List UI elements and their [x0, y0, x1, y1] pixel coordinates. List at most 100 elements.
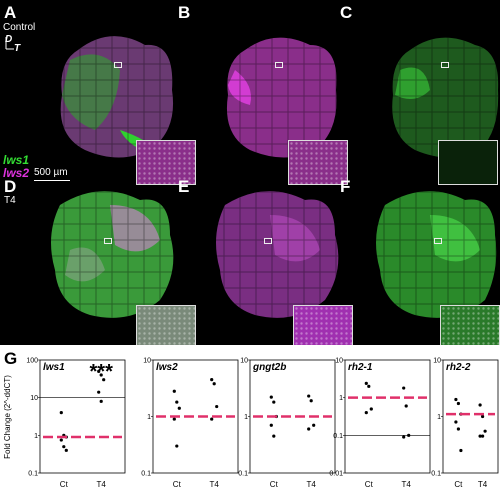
- inset-d: [136, 305, 196, 350]
- x-tick-label-ct: Ct: [270, 480, 279, 489]
- panel-letter-a: A: [4, 3, 17, 22]
- data-point: [456, 427, 460, 431]
- plot-frame-lws1: [39, 359, 126, 474]
- data-point: [210, 377, 214, 382]
- data-point: [64, 448, 68, 452]
- data-point: [175, 400, 179, 404]
- y-tick-label: 100: [26, 358, 38, 365]
- data-point: [59, 411, 63, 415]
- plot-title-rh2-2: rh2-2: [446, 362, 471, 373]
- inset-f: [440, 305, 500, 350]
- significance-marker: ***: [90, 361, 114, 383]
- y-tick-label: 0.1: [333, 433, 343, 440]
- plot-frame-rh2-2: [442, 359, 499, 474]
- data-point: [212, 382, 216, 386]
- data-point: [272, 434, 276, 438]
- scale-bar: [34, 180, 70, 181]
- x-tick-label-t4: T4: [478, 480, 488, 489]
- retina-images: [51, 36, 499, 318]
- data-point: [456, 401, 460, 406]
- data-point: [364, 411, 368, 415]
- retina-a: [60, 36, 174, 158]
- panel-letter-f: F: [340, 177, 351, 196]
- data-point: [312, 423, 316, 427]
- panel-letter-e: E: [178, 177, 190, 196]
- y-tick-label: 0.1: [28, 471, 38, 478]
- data-point: [483, 429, 487, 433]
- inset-a: [136, 140, 196, 185]
- y-tick-label: 1: [339, 395, 343, 402]
- data-point: [307, 394, 311, 398]
- retina-d: [51, 191, 174, 318]
- y-tick-label: 0.1: [141, 471, 151, 478]
- data-point: [99, 399, 103, 403]
- data-point: [97, 369, 101, 373]
- x-tick-label-ct: Ct: [365, 480, 374, 489]
- plot-title-gngt2b: gngt2b: [252, 362, 286, 373]
- data-point: [459, 448, 463, 453]
- microscopy-panels: A B C D E F Control D T lws1 lws2 500 µm…: [0, 0, 500, 350]
- x-tick-label-ct: Ct: [60, 480, 69, 489]
- y-tick-label: 1: [437, 414, 441, 421]
- lws1-legend: lws1: [3, 153, 30, 167]
- roi-box-f: [434, 238, 442, 244]
- panel-letter-c: C: [340, 3, 353, 22]
- data-point: [99, 373, 103, 377]
- scale-bar-label: 500 µm: [34, 167, 68, 178]
- x-tick-label-t4: T4: [402, 480, 412, 489]
- y-tick-label: 1: [147, 414, 151, 421]
- data-point: [478, 434, 482, 438]
- data-point: [481, 414, 485, 419]
- data-point: [97, 390, 101, 394]
- qpcr-plots: Fold Change (2^-ddCT) lws1 100 10 1 0.1 Ct T4 **…: [3, 358, 499, 489]
- y-tick-label: 10: [143, 358, 151, 365]
- x-tick-label-t4: T4: [210, 480, 220, 489]
- plot-title-lws2: lws2: [156, 362, 178, 373]
- y-axis-label: Fold Change (2^-ddCT): [3, 375, 12, 459]
- data-point: [269, 423, 273, 427]
- data-point: [407, 433, 411, 437]
- data-point: [307, 427, 311, 431]
- axis-temporal-label: T: [14, 43, 21, 54]
- y-tick-label: 10: [335, 358, 343, 365]
- data-point: [454, 420, 458, 424]
- data-point: [102, 378, 106, 382]
- data-point: [175, 444, 179, 448]
- data-point: [481, 434, 485, 438]
- inset-e: [293, 305, 353, 350]
- data-point: [402, 386, 406, 390]
- data-point: [364, 381, 368, 385]
- data-point: [404, 404, 408, 408]
- orientation-arrow-icon: [5, 37, 14, 50]
- y-tick-label: 10: [433, 358, 441, 365]
- roi-box-a: [114, 62, 122, 68]
- panel-letter-g: G: [4, 349, 18, 368]
- data-point: [215, 404, 219, 409]
- data-point: [59, 438, 63, 442]
- data-point: [402, 435, 406, 439]
- panel-letter-b: B: [178, 3, 191, 22]
- t4-label: T4: [4, 195, 16, 206]
- roi-box-d: [104, 238, 112, 244]
- y-tick-label: 1: [34, 433, 38, 440]
- data-point: [369, 407, 373, 411]
- y-tick-label: 1: [244, 414, 248, 421]
- data-point: [177, 406, 181, 410]
- y-tick-label: 0.1: [431, 471, 441, 478]
- data-point: [172, 389, 176, 393]
- data-point: [272, 400, 276, 404]
- plot-frame-gngt2b: [249, 359, 336, 474]
- data-point: [269, 395, 273, 399]
- roi-box-e: [264, 238, 272, 244]
- y-tick-label: 10: [240, 358, 248, 365]
- data-point: [172, 417, 176, 421]
- retina-f: [376, 191, 497, 318]
- retina-c: [392, 37, 499, 160]
- roi-box-c: [441, 62, 449, 68]
- x-tick-label-ct: Ct: [454, 480, 463, 489]
- axis-dorsal-label: D: [5, 34, 13, 45]
- panel-letter-d: D: [4, 177, 17, 196]
- x-tick-label-t4: T4: [307, 480, 317, 489]
- lws2-legend: lws2: [3, 166, 30, 180]
- data-point: [454, 397, 458, 402]
